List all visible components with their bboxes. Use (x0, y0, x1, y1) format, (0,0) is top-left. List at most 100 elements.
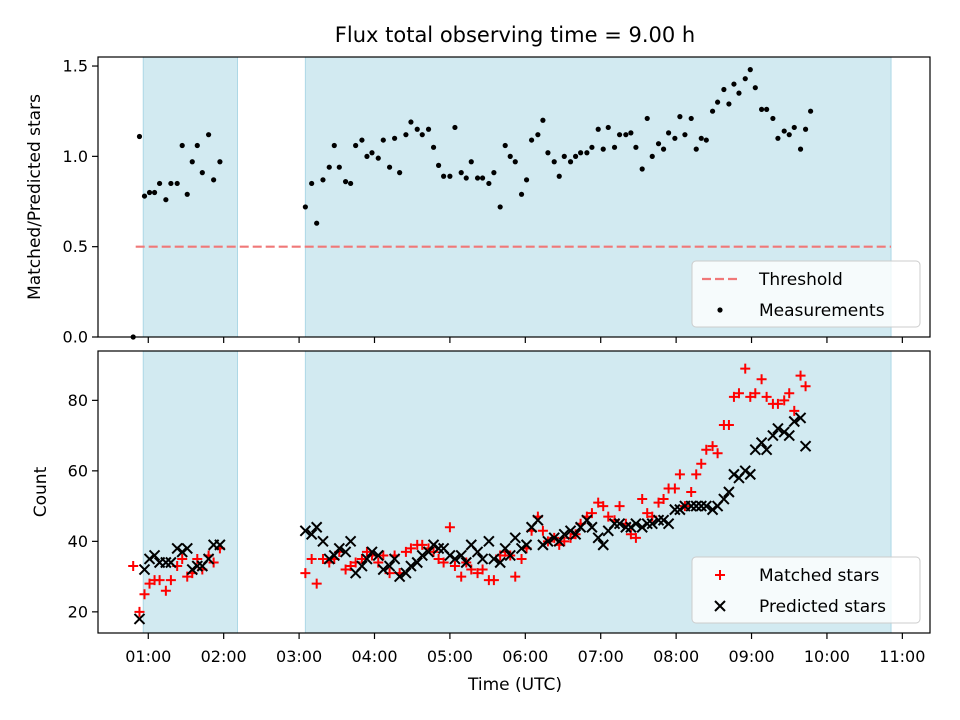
measurement-point (528, 137, 535, 143)
measurement-point (688, 115, 694, 122)
measurement-point (797, 146, 804, 152)
predicted-stars-point (494, 556, 506, 569)
predicted-stars-point (455, 549, 467, 562)
measurement-point (320, 177, 326, 183)
matched-stars-point (128, 561, 139, 572)
predicted-stars-point (625, 521, 637, 533)
measurement-point (474, 175, 481, 181)
matched-stars-point (340, 564, 351, 575)
predicted-stars-point (133, 613, 146, 625)
measurement-point (336, 164, 342, 170)
matched-stars-point (378, 550, 389, 561)
matched-stars-point (488, 575, 499, 586)
y-tick-label: 80 (68, 391, 88, 410)
chart-title: Flux total observing time = 9.00 h (335, 23, 695, 47)
matched-stars-point (789, 405, 800, 416)
measurement-point (655, 141, 662, 147)
measurement-point (551, 159, 557, 165)
x-tick-label: 06:00 (502, 647, 548, 666)
measurement-point (430, 144, 437, 150)
predicted-stars-point (532, 514, 544, 526)
predicted-stars-point (377, 563, 390, 576)
matched-stars-point (800, 381, 811, 392)
matched-stars-point (658, 494, 669, 505)
predicted-stars-point (393, 570, 406, 583)
predicted-stars-point (432, 542, 445, 555)
matched-stars-point (593, 497, 604, 508)
measurement-point (611, 144, 618, 150)
matched-stars-point (772, 398, 783, 409)
measurement-point (628, 130, 634, 136)
predicted-stars-point (509, 532, 521, 544)
predicted-stars-point (772, 422, 784, 435)
measurement-point (146, 189, 153, 196)
measurement-point (419, 132, 425, 138)
measurement-point (589, 144, 595, 150)
predicted-stars-point (310, 521, 323, 533)
x-tick-label: 03:00 (276, 647, 322, 666)
measurement-point (359, 137, 365, 143)
measurement-point (302, 204, 308, 210)
measurement-point (205, 132, 212, 138)
measurement-point (742, 76, 748, 82)
predicted-stars-point (323, 553, 335, 565)
matched-stars-point (745, 391, 756, 402)
measurement-point (309, 180, 315, 187)
predicted-stars-point (718, 493, 730, 505)
predicted-stars-point (685, 500, 697, 512)
measurement-point (331, 142, 337, 149)
matched-stars-point (405, 543, 416, 554)
predicted-stars-point (674, 503, 686, 516)
matched-stars-point (750, 388, 761, 399)
y-axis-title: Matched/Predicted stars (25, 94, 45, 300)
legend-matched-swatch (715, 570, 725, 580)
measurement-point (435, 162, 442, 168)
measurement-point (578, 150, 584, 156)
measurement-point (364, 153, 370, 159)
matched-stars-point (669, 483, 680, 494)
measurement-point (649, 153, 655, 159)
y-tick-label: 20 (68, 602, 88, 621)
matched-stars-point (134, 606, 145, 617)
predicted-stars-point (449, 553, 461, 565)
count-panel: 20 40 60 80 01:00 02:00 03:00 04:00 05:00 06:00 07… (31, 350, 931, 666)
measurement-point (486, 180, 492, 187)
measurement-point (775, 135, 781, 141)
predicted-stars-point (460, 556, 472, 569)
matched-stars-point (400, 546, 411, 557)
predicted-stars-point (760, 443, 773, 456)
measurement-point (369, 150, 375, 156)
measurement-point (605, 124, 611, 131)
matched-stars-point (516, 553, 527, 564)
predicted-stars-point (695, 500, 707, 512)
matched-stars-point (559, 536, 570, 547)
measurement-point (698, 135, 704, 141)
predicted-stars-point (669, 503, 681, 516)
plot-frame (97, 56, 931, 338)
predicted-stars-point (504, 549, 516, 562)
measurement-point (348, 180, 354, 187)
measurement-point (468, 159, 474, 165)
predicted-stars-point (138, 563, 151, 576)
predicted-stars-point (471, 546, 484, 558)
predicted-stars-point (558, 528, 570, 541)
measurement-point (556, 173, 562, 179)
predicted-stars-point (641, 518, 653, 530)
legend-predicted-swatch (714, 600, 726, 612)
y-tick-label: 1.5 (63, 57, 88, 76)
measurement-point (600, 146, 606, 152)
matched-stars-point (795, 370, 806, 381)
predicted-stars-point (372, 549, 384, 562)
predicted-stars-point (344, 535, 357, 548)
measurement-point (507, 153, 513, 159)
predicted-stars-point (499, 542, 511, 555)
predicted-stars-point (613, 518, 626, 530)
predicted-stars-point (176, 546, 188, 558)
predicted-stars-point (143, 553, 156, 565)
measurement-point (693, 146, 699, 152)
predicted-stars-point (515, 542, 528, 555)
measurement-point (523, 177, 530, 183)
predicted-stars-point (646, 518, 658, 530)
measurement-point (326, 164, 332, 170)
matched-stars-point (472, 568, 483, 579)
